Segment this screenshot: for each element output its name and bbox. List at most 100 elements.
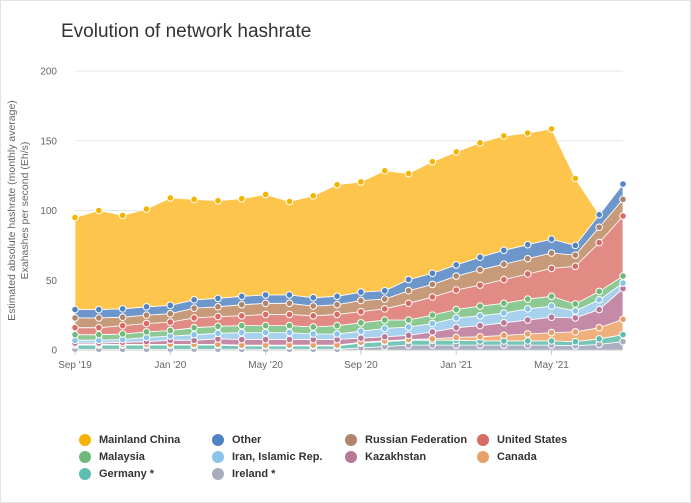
- legend-item[interactable]: Malaysia: [79, 451, 145, 463]
- data-point: [214, 329, 222, 338]
- data-point: [547, 292, 556, 301]
- data-point: [118, 330, 127, 338]
- data-point: [428, 335, 437, 343]
- data-point: [571, 328, 580, 336]
- data-point: [595, 295, 603, 304]
- y-axis-label-line: Exahashes per second (Eh/s): [19, 142, 31, 280]
- data-point: [523, 240, 532, 249]
- data-point: [261, 310, 270, 319]
- data-point: [95, 314, 103, 322]
- data-point: [547, 302, 556, 310]
- data-point: [285, 335, 294, 344]
- legend-item[interactable]: Ireland *: [212, 468, 275, 480]
- data-point: [523, 129, 532, 137]
- data-point: [547, 328, 556, 337]
- data-point: [404, 169, 413, 178]
- data-point: [333, 292, 341, 301]
- data-point: [285, 310, 294, 319]
- data-point: [333, 321, 341, 330]
- legend-item[interactable]: Canada: [477, 451, 537, 463]
- data-point: [333, 310, 341, 319]
- legend-item[interactable]: Kazakhstan: [345, 451, 426, 463]
- data-point: [118, 313, 127, 322]
- data-point: [166, 318, 175, 326]
- data-point: [476, 321, 484, 330]
- legend-item[interactable]: United States: [477, 434, 567, 446]
- legend-marker-icon: [79, 434, 91, 446]
- data-point: [404, 275, 413, 284]
- data-point: [237, 335, 246, 344]
- y-tick-label: 100: [40, 206, 57, 217]
- data-point: [333, 300, 341, 309]
- data-point: [166, 326, 175, 335]
- legend-item[interactable]: Mainland China: [79, 434, 180, 446]
- data-point: [500, 309, 508, 317]
- data-point: [190, 195, 198, 204]
- data-point: [237, 194, 246, 203]
- legend-marker-icon: [79, 451, 91, 463]
- data-point: [357, 327, 365, 335]
- data-point: [476, 265, 484, 274]
- legend-item[interactable]: Iran, Islamic Rep.: [212, 451, 322, 463]
- data-point: [428, 311, 437, 319]
- data-point: [380, 324, 389, 333]
- legend-marker-icon: [345, 451, 357, 463]
- data-point: [452, 333, 461, 342]
- y-axis-label-line: Estimated absolute hashrate (monthly ave…: [6, 100, 18, 321]
- y-tick-label: 0: [51, 346, 57, 357]
- data-point: [380, 316, 389, 324]
- data-point: [142, 302, 151, 311]
- data-point: [118, 321, 127, 330]
- data-point: [428, 157, 437, 166]
- data-point: [404, 323, 413, 331]
- data-point: [166, 194, 175, 202]
- data-point: [571, 307, 580, 315]
- data-point: [571, 241, 580, 250]
- data-point: [500, 260, 508, 269]
- data-point: [595, 305, 603, 314]
- y-tick-label: 50: [46, 276, 58, 287]
- legend-label: Other: [232, 434, 262, 446]
- legend-label: Canada: [497, 451, 537, 463]
- x-tick-label: Jan '20: [154, 360, 186, 371]
- data-point: [190, 295, 198, 304]
- data-point: [357, 288, 365, 296]
- data-point: [500, 246, 508, 255]
- data-point: [452, 261, 461, 269]
- data-point: [476, 281, 484, 289]
- data-point: [595, 335, 603, 343]
- data-point: [95, 206, 103, 215]
- x-tick-label: Jan '21: [440, 360, 472, 371]
- data-point: [214, 322, 222, 331]
- data-point: [261, 335, 270, 344]
- data-point: [380, 295, 389, 303]
- legend-item[interactable]: Germany *: [79, 468, 154, 480]
- data-point: [476, 312, 484, 320]
- y-tick-label: 150: [40, 136, 57, 147]
- data-point: [523, 305, 532, 313]
- data-point: [547, 264, 556, 273]
- data-point: [404, 331, 413, 340]
- data-point: [214, 312, 222, 321]
- x-tick-label: May '21: [534, 360, 569, 371]
- data-point: [571, 174, 580, 183]
- data-point: [619, 195, 627, 204]
- data-point: [547, 313, 556, 322]
- data-point: [547, 337, 556, 345]
- data-point: [547, 235, 556, 243]
- data-point: [95, 305, 103, 314]
- data-point: [95, 323, 103, 332]
- legend-item[interactable]: Other: [212, 434, 261, 446]
- data-point: [595, 323, 603, 332]
- data-point: [190, 314, 198, 322]
- data-point: [571, 262, 580, 271]
- data-point: [214, 294, 222, 303]
- data-point: [595, 223, 603, 232]
- legend-item[interactable]: Russian Federation: [345, 434, 467, 446]
- data-point: [285, 321, 294, 330]
- legend-label: Malaysia: [99, 451, 145, 463]
- x-tick-label: May '20: [248, 360, 283, 371]
- data-point: [500, 299, 508, 308]
- data-point: [237, 300, 246, 309]
- data-point: [118, 305, 127, 313]
